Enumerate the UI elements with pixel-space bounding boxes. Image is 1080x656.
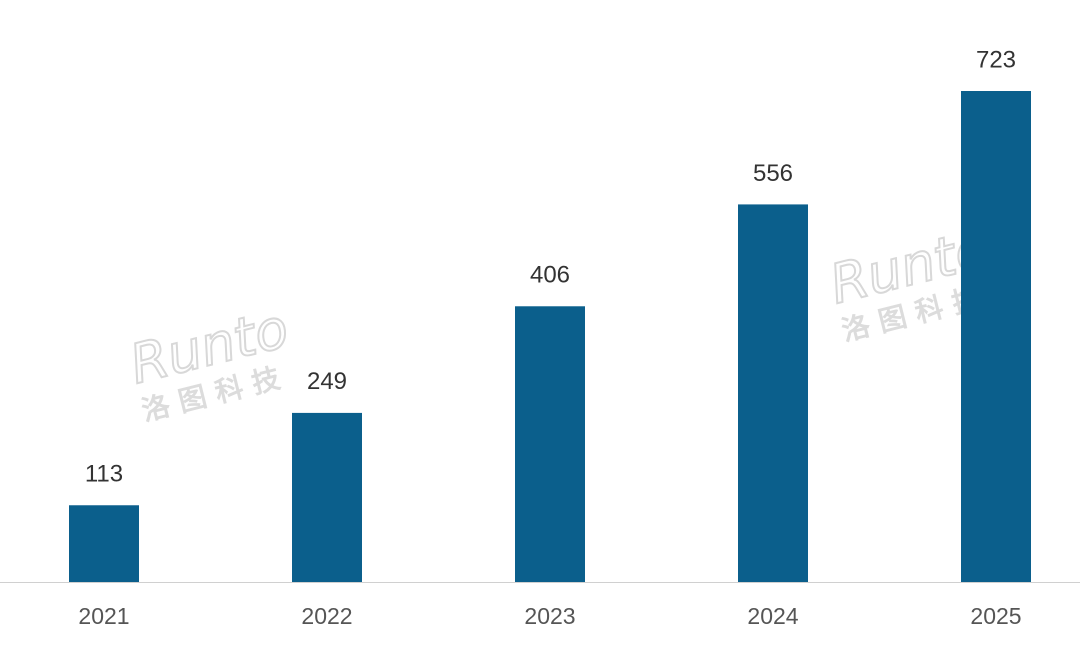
- bar: [69, 505, 139, 582]
- x-tick-label: 2024: [747, 603, 798, 629]
- value-label: 556: [753, 160, 793, 187]
- value-label: 406: [530, 262, 570, 289]
- value-label: 723: [976, 46, 1016, 73]
- bar: [738, 204, 808, 582]
- x-tick-label: 2023: [524, 603, 575, 629]
- value-label: 249: [307, 368, 347, 395]
- bar: [515, 306, 585, 582]
- bar: [961, 91, 1031, 582]
- bar: [292, 412, 362, 582]
- x-tick-label: 2022: [301, 603, 352, 629]
- value-label: 113: [85, 461, 123, 488]
- x-tick-label: 2021: [78, 603, 129, 629]
- x-tick-label: 2025: [970, 603, 1021, 629]
